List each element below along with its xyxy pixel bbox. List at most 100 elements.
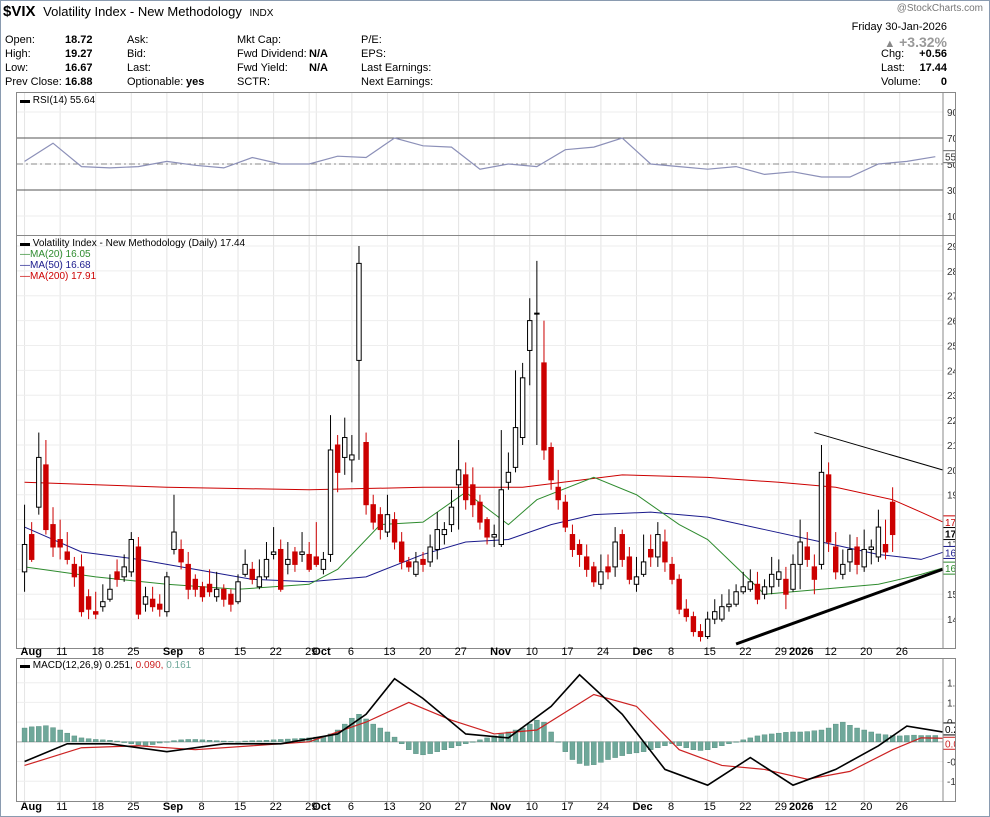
candle-body [135,546,142,615]
histogram-bar [676,741,682,746]
histogram-bar [398,741,405,744]
histogram-bar [43,725,49,743]
field-value: N/A [309,62,328,74]
field-value: yes [186,76,205,88]
candle-body [270,551,277,555]
histogram-bar [235,741,241,743]
x-tick-label: 12 [824,801,837,813]
candle-body [768,573,775,588]
y-tick-label: 14 [947,615,955,626]
field-label: Next Earnings: [361,76,434,88]
histogram-bar [249,740,255,743]
ma200-line [24,474,943,523]
candle-body [626,556,633,580]
histogram-bar [171,740,177,743]
x-tick-label: 8 [668,801,675,813]
candle-body [192,578,199,590]
candle-body [498,489,504,545]
x-tick-label: 29 [305,646,318,658]
histogram-bar [662,741,668,746]
histogram-bar [825,727,832,743]
histogram-bar [761,734,768,743]
histogram-bar [192,739,199,743]
histogram-bar [626,741,633,754]
histogram-bar [833,723,839,743]
histogram-bar [28,726,35,743]
y-tick-label: 25 [947,341,955,352]
candle-body [157,603,163,610]
candle-body [505,471,512,483]
y-tick-label: 19 [947,491,955,502]
candle-body [327,449,334,555]
histogram-bar [541,721,547,743]
x-tick-label: 25 [127,801,140,813]
field-value: 16.67 [65,62,93,74]
histogram-bar [633,741,640,754]
histogram-bar [370,723,376,743]
histogram-bar [534,719,540,743]
histogram-bar [712,741,718,748]
candle-body [477,501,483,523]
candle-body [413,561,419,575]
field-label: P/E: [361,34,382,46]
y-tick-label: -1.0 [947,777,955,788]
histogram-bar [164,741,170,743]
x-tick-label: Dec [632,801,653,813]
x-tick-label: 25 [127,646,140,658]
candle-body [555,486,561,501]
field-label: Chg: [881,48,905,60]
histogram-bar [591,741,597,765]
x-tick-label: Sep [162,646,184,658]
histogram-bar [206,740,213,743]
candle-body [576,543,583,555]
x-tick-label: 13 [383,646,396,658]
histogram-bar [861,729,867,743]
x-tick-label: Nov [490,646,511,658]
histogram-bar [406,741,412,750]
histogram-bar [427,741,433,754]
histogram-bar [768,733,775,743]
candle-body [114,571,120,580]
histogram-bar [57,729,63,743]
x-tick-label: 29 [305,801,318,813]
candle-body [263,558,270,578]
x-tick-label: 22 [739,801,752,813]
histogram-bar [548,731,554,743]
histogram-bar [740,739,746,743]
histogram-bar [598,741,604,763]
change-pct: ▲ +3.32% [884,34,947,50]
histogram-bar [278,739,284,743]
y-tick-label: 28 [947,267,955,278]
candle-body [313,556,319,565]
candle-body [484,519,490,538]
candle-body [406,561,412,568]
x-tick-label: 8 [198,646,205,658]
histogram-bar [797,731,803,743]
histogram-bar [904,735,910,743]
candle-body [93,611,99,615]
candle-body [64,551,70,560]
histogram-bar [157,741,163,744]
histogram-bar [93,739,99,743]
field-label: SCTR: [237,76,270,88]
symbol: $VIX [3,3,36,20]
candle-body [790,563,796,590]
candle-body [434,529,440,550]
histogram-bar [334,729,341,743]
candle-body [57,539,63,548]
candle-body [733,591,739,605]
candle-body [299,551,305,555]
histogram-bar [733,741,739,743]
x-tick-label: 18 [91,646,104,658]
histogram-bar [441,741,448,750]
ma20-legend-icon: — [20,249,30,260]
candle-body [249,568,255,580]
candle-body [50,524,56,548]
value-badge-text: 16.68 [945,548,955,559]
x-tick-label: 24 [596,801,610,813]
candle-body [142,596,149,605]
histogram-bar [555,741,561,743]
value-badge-text: 16.05 [945,564,955,575]
y-tick-label: 24 [947,366,955,377]
histogram-bar [100,739,106,743]
